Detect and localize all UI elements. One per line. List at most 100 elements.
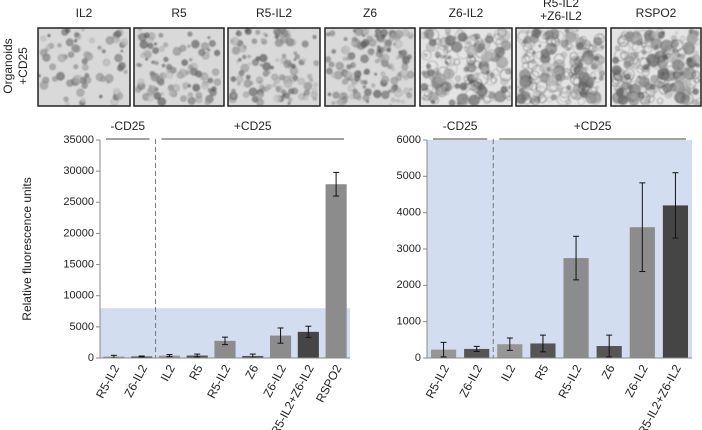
organoid xyxy=(624,73,631,80)
organoid xyxy=(247,30,250,34)
organoid xyxy=(471,34,478,41)
organoid xyxy=(485,35,494,44)
organoid xyxy=(587,77,595,85)
error-bar xyxy=(333,171,340,197)
organoid-image xyxy=(419,27,513,107)
organoid xyxy=(120,49,124,53)
x-tick-label: R5 xyxy=(186,362,206,382)
organoid xyxy=(101,49,106,54)
organoid xyxy=(255,76,264,84)
organoid xyxy=(65,28,71,34)
organoid xyxy=(394,29,403,39)
organoid xyxy=(598,47,603,51)
organoid xyxy=(431,100,435,104)
organoid xyxy=(481,50,493,63)
organoid xyxy=(434,73,446,85)
organoid xyxy=(478,94,484,100)
organoid xyxy=(468,80,479,91)
organoid xyxy=(396,55,400,60)
organoid xyxy=(342,48,346,52)
organoid xyxy=(214,49,221,57)
organoid xyxy=(623,68,635,80)
organoid xyxy=(521,91,531,101)
organoid xyxy=(176,71,184,79)
organoid xyxy=(248,62,251,66)
organoid xyxy=(237,82,241,86)
organoid xyxy=(565,99,571,105)
organoid xyxy=(362,94,370,102)
organoid xyxy=(207,48,211,52)
organoid xyxy=(551,37,561,47)
image-border xyxy=(610,27,702,107)
image-border xyxy=(227,27,321,107)
organoid xyxy=(187,44,191,48)
organoid xyxy=(538,44,542,48)
organoid xyxy=(490,76,498,84)
organoid xyxy=(187,84,191,88)
organoid xyxy=(505,68,512,75)
organoid xyxy=(555,74,562,81)
x-tick-label: Z6-IL2 xyxy=(456,362,485,399)
image-texture xyxy=(135,27,222,106)
organoid xyxy=(243,91,250,98)
organoid xyxy=(639,57,651,69)
organoid-image xyxy=(133,27,225,107)
organoid xyxy=(295,54,301,60)
organoid xyxy=(391,67,395,71)
image-label: +Z6-IL2 xyxy=(540,9,582,23)
organoid xyxy=(187,31,193,37)
organoid xyxy=(426,60,439,73)
organoid xyxy=(497,29,510,42)
error-bar xyxy=(222,336,228,346)
organoid xyxy=(614,49,627,62)
organoid xyxy=(73,74,82,84)
organoid xyxy=(303,81,313,91)
image-border xyxy=(515,27,607,107)
organoid xyxy=(151,60,155,64)
organoid xyxy=(47,34,51,38)
organoid xyxy=(478,43,485,50)
organoid xyxy=(483,91,495,103)
organoid xyxy=(259,63,263,67)
organoid xyxy=(632,41,644,53)
organoid xyxy=(159,46,165,52)
organoid xyxy=(675,31,679,35)
organoid xyxy=(593,46,599,52)
organoid xyxy=(691,70,700,79)
image-label: R5 xyxy=(171,6,187,20)
organoid xyxy=(139,40,148,49)
image-label: Z6 xyxy=(363,6,377,20)
organoid xyxy=(279,74,285,81)
organoid xyxy=(408,35,413,39)
organoid xyxy=(623,61,631,69)
bar xyxy=(270,335,292,358)
organoid xyxy=(674,61,681,68)
organoid xyxy=(159,72,167,80)
organoid xyxy=(364,28,370,34)
organoid xyxy=(114,30,122,38)
organoid xyxy=(448,99,456,107)
organoid xyxy=(56,71,65,81)
organoid xyxy=(686,97,693,104)
organoid xyxy=(659,85,668,95)
organoid xyxy=(647,54,656,64)
organoid xyxy=(374,33,379,38)
image-label: R5-IL2 xyxy=(256,6,292,20)
organoid xyxy=(371,83,376,88)
organoid xyxy=(105,36,115,45)
organoid xyxy=(472,73,480,81)
organoid xyxy=(469,56,476,62)
organoid xyxy=(230,76,237,82)
organoid xyxy=(640,80,651,91)
x-tick-label: Z6 xyxy=(242,362,261,381)
group-label: -CD25 xyxy=(443,119,478,133)
organoid xyxy=(381,90,390,99)
organoid xyxy=(114,53,123,63)
organoid xyxy=(585,43,594,52)
organoid xyxy=(149,85,157,93)
organoid xyxy=(343,37,348,41)
organoid xyxy=(354,75,361,82)
x-tick-label: Z6-IL2 xyxy=(622,362,651,399)
bar xyxy=(214,340,236,358)
organoid xyxy=(192,83,201,92)
